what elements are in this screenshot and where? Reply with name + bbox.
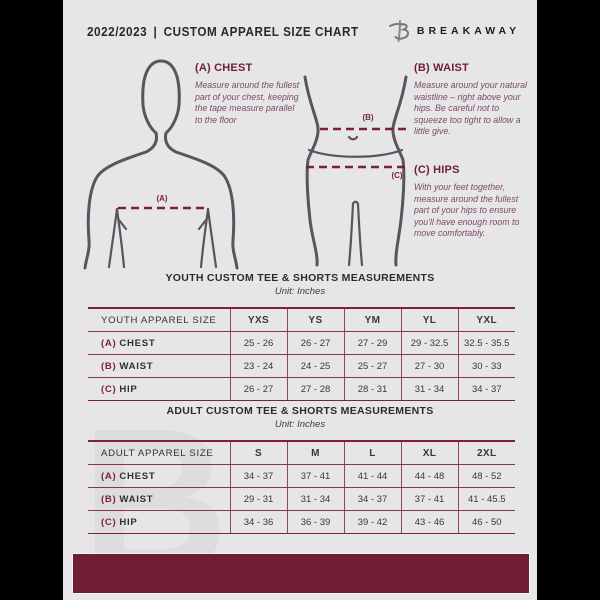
brand-name: BREAKAWAY (416, 25, 521, 37)
table-cell: 27 - 28 (286, 377, 344, 401)
hips-note-body: With your feet together, measure around … (414, 182, 520, 238)
season-label: 2022/2023 (87, 23, 148, 39)
table-cell: 43 - 46 (400, 510, 458, 534)
table-cell: 34 - 37 (457, 377, 515, 401)
title-divider: | (153, 23, 158, 39)
table-cell: 25 - 26 (229, 331, 287, 355)
table-cell: 32.5 - 35.5 (457, 331, 515, 355)
table-cell: 34 - 36 (229, 510, 287, 534)
table-cell: 25 - 27 (343, 354, 401, 378)
table-cell: 29 - 31 (229, 487, 287, 511)
page-title: 2022/2023 | CUSTOM APPAREL SIZE CHART (87, 24, 359, 39)
youth-size-ys: YS (286, 308, 344, 332)
chart-title: CUSTOM APPAREL SIZE CHART (163, 23, 359, 39)
table-cell: 28 - 31 (343, 377, 401, 401)
youth-hip-row: (C) HIP 26 - 27 27 - 28 28 - 31 31 - 34 3… (88, 377, 515, 401)
adult-chest-row: (A) CHEST 34 - 37 37 - 41 41 - 44 44 - 48… (88, 464, 515, 488)
youth-hip-label: (C) HIP (88, 377, 230, 401)
adult-chest-label: (A) CHEST (88, 464, 230, 488)
breakaway-logo-icon (388, 20, 409, 42)
adult-col-header: ADULT APPAREL SIZE (88, 441, 230, 465)
youth-chest-label: (A) CHEST (88, 331, 230, 355)
youth-waist-label: (B) WAIST (88, 354, 230, 378)
waist-note: (B) WAIST Measure around your natural wa… (414, 62, 528, 138)
adult-waist-row: (B) WAIST 29 - 31 31 - 34 34 - 37 37 - 41… (88, 487, 515, 511)
adult-size-xl: XL (400, 441, 458, 465)
table-cell: 26 - 27 (286, 331, 344, 355)
waist-line-tag: (B) (362, 113, 374, 122)
adult-hip-label: (C) HIP (88, 510, 230, 534)
adult-header-row: ADULT APPAREL SIZE S M L XL 2XL (88, 441, 515, 465)
table-cell: 41 - 44 (343, 464, 401, 488)
adult-waist-label: (B) WAIST (88, 487, 230, 511)
chest-note: (A) CHEST Measure around the fullest par… (195, 62, 301, 126)
adult-hip-row: (C) HIP 34 - 36 36 - 39 39 - 42 43 - 46 4… (88, 510, 515, 534)
table-cell: 39 - 42 (343, 510, 401, 534)
youth-size-ym: YM (343, 308, 401, 332)
youth-header-row: YOUTH APPAREL SIZE YXS YS YM YL YXL (88, 308, 515, 332)
table-cell: 46 - 50 (457, 510, 515, 534)
table-cell: 23 - 24 (229, 354, 287, 378)
table-cell: 27 - 29 (343, 331, 401, 355)
table-cell: 29 - 32.5 (400, 331, 458, 355)
table-cell: 30 - 33 (457, 354, 515, 378)
table-cell: 26 - 27 (229, 377, 287, 401)
table-cell: 31 - 34 (400, 377, 458, 401)
table-cell: 31 - 34 (286, 487, 344, 511)
youth-size-yxl: YXL (457, 308, 515, 332)
chest-note-heading: (A) CHEST (195, 62, 253, 74)
table-cell: 24 - 25 (286, 354, 344, 378)
waist-note-heading: (B) WAIST (414, 62, 469, 74)
brand-group: BREAKAWAY (388, 18, 521, 44)
table-cell: 48 - 52 (457, 464, 515, 488)
hips-line-tag: (C) (391, 171, 403, 180)
youth-section-title: YOUTH CUSTOM TEE & SHORTS MEASUREMENTS (165, 272, 435, 284)
table-cell: 37 - 41 (400, 487, 458, 511)
hips-note-heading: (C) HIPS (414, 164, 460, 176)
youth-unit-label: Unit: Inches (274, 286, 326, 297)
chest-note-body: Measure around the fullest part of your … (195, 80, 300, 125)
table-cell: 34 - 37 (343, 487, 401, 511)
adult-size-s: S (229, 441, 287, 465)
table-cell: 41 - 45.5 (457, 487, 515, 511)
lower-body-figure-illustration (303, 75, 408, 267)
youth-waist-row: (B) WAIST 23 - 24 24 - 25 25 - 27 27 - 30… (88, 354, 515, 378)
torso-figure-illustration (83, 59, 239, 270)
page-header: 2022/2023 | CUSTOM APPAREL SIZE CHART BR… (87, 16, 517, 46)
youth-col-header: YOUTH APPAREL SIZE (88, 308, 230, 332)
adult-size-m: M (286, 441, 344, 465)
youth-chest-row: (A) CHEST 25 - 26 26 - 27 27 - 29 29 - 32… (88, 331, 515, 355)
table-cell: 44 - 48 (400, 464, 458, 488)
chest-line-tag: (A) (156, 194, 168, 203)
youth-size-table: YOUTH APPAREL SIZE YXS YS YM YL YXL (A) C… (88, 307, 515, 401)
table-cell: 27 - 30 (400, 354, 458, 378)
size-chart-page: 2022/2023 | CUSTOM APPAREL SIZE CHART BR… (63, 0, 537, 600)
adult-unit-label: Unit: Inches (274, 419, 326, 430)
adult-size-table: ADULT APPAREL SIZE S M L XL 2XL (A) CHEST… (88, 440, 515, 534)
table-cell: 37 - 41 (286, 464, 344, 488)
footer-bar (72, 553, 530, 594)
adult-size-2xl: 2XL (457, 441, 515, 465)
waist-note-body: Measure around your natural waistline – … (414, 80, 527, 136)
table-cell: 36 - 39 (286, 510, 344, 534)
adult-section-title: ADULT CUSTOM TEE & SHORTS MEASUREMENTS (166, 405, 434, 417)
table-cell: 34 - 37 (229, 464, 287, 488)
hips-note: (C) HIPS With your feet together, measur… (414, 164, 532, 240)
youth-size-yxs: YXS (229, 308, 287, 332)
youth-size-yl: YL (400, 308, 458, 332)
adult-size-l: L (343, 441, 401, 465)
